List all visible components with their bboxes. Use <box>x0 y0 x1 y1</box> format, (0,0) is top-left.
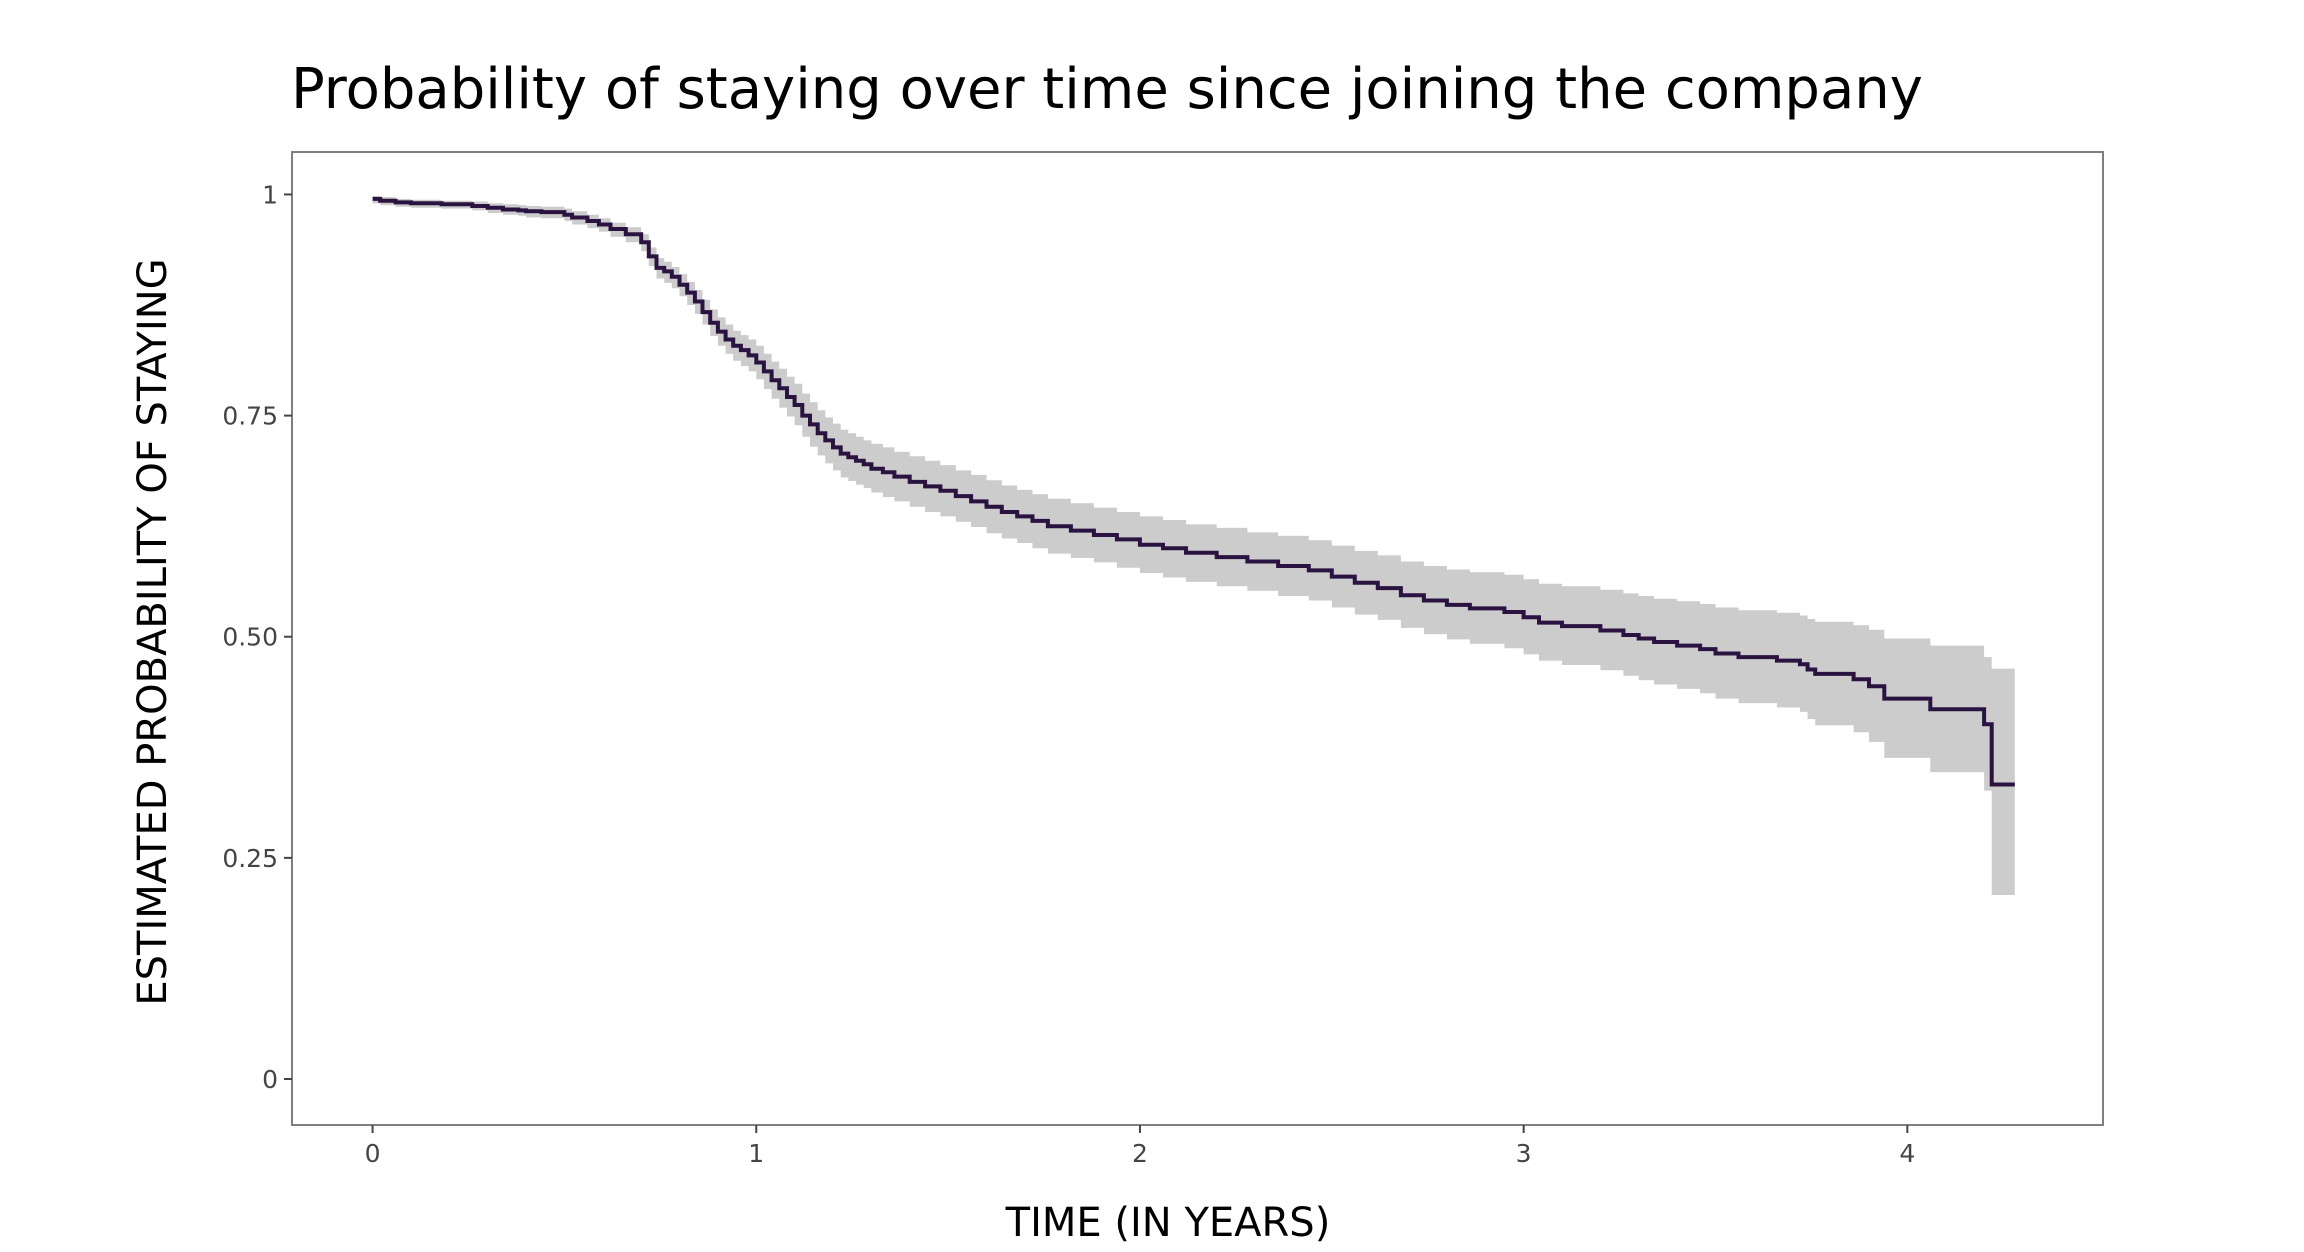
survival-curve-0 <box>372 196 2015 787</box>
x-tick-label-2: 2 <box>1132 1139 1148 1168</box>
y-tick-label-1: 0.25 <box>222 844 278 873</box>
x-tick-label-0: 0 <box>365 1139 381 1168</box>
x-tick-label-4: 4 <box>1899 1139 1915 1168</box>
x-tick-label-1: 1 <box>748 1139 764 1168</box>
x-tick-label-3: 3 <box>1516 1139 1532 1168</box>
confidence-band-layer <box>372 196 2015 895</box>
y-tick-label-2: 0.50 <box>222 623 278 652</box>
y-axis: 0 0.25 0.50 0.75 1 <box>222 180 292 1094</box>
survival-line-layer <box>372 196 2015 787</box>
x-axis-title: TIME (IN YEARS) <box>1005 1200 1331 1246</box>
y-tick-label-0: 0 <box>262 1065 278 1094</box>
y-tick-label-3: 0.75 <box>222 402 278 431</box>
x-axis: 0 1 2 3 4 <box>365 1125 1915 1168</box>
y-tick-label-4: 1 <box>262 180 278 209</box>
y-axis-title: ESTIMATED PROBABILITY OF STAYING <box>130 258 176 1005</box>
chart-title: Probability of staying over time since j… <box>291 57 1923 122</box>
confidence-band-0 <box>372 196 2015 895</box>
plot-frame <box>291 151 2104 1126</box>
